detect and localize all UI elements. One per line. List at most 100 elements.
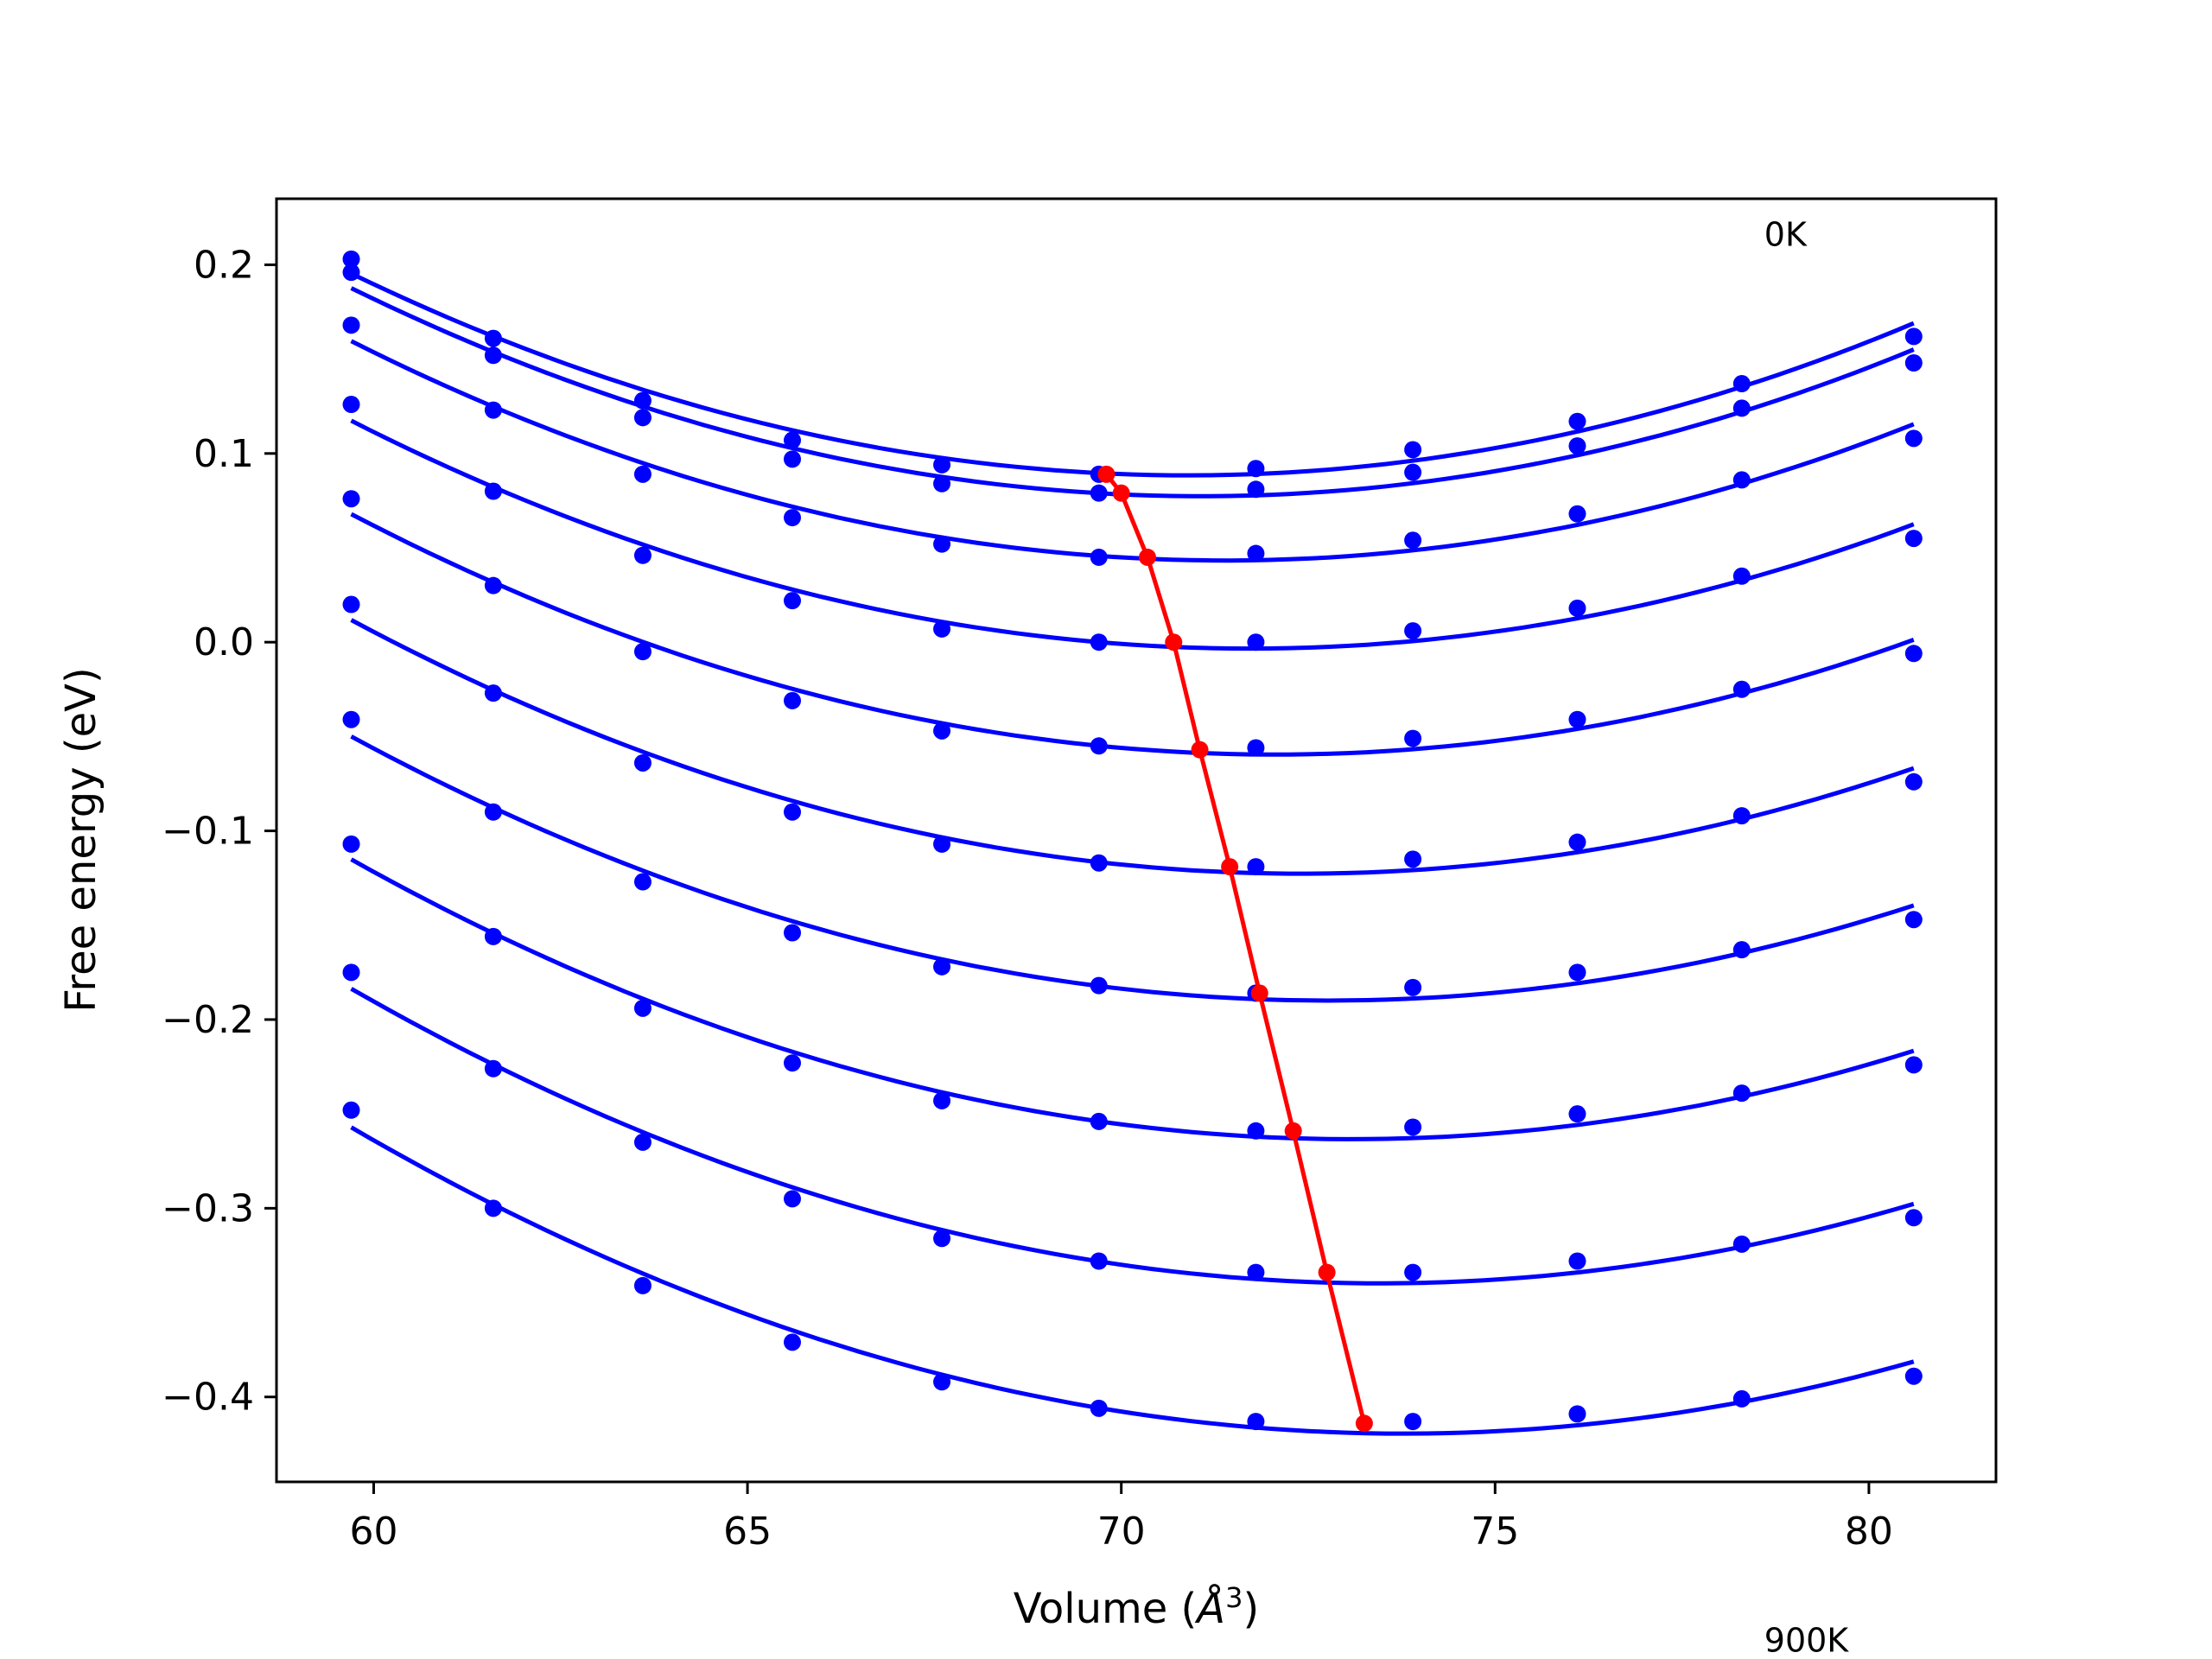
- energy-series: [342, 835, 1923, 1141]
- energy-point: [1904, 1056, 1923, 1074]
- energy-point: [1090, 484, 1108, 502]
- minimum-point: [1191, 741, 1209, 759]
- energy-point: [784, 592, 801, 610]
- energy-point: [1568, 833, 1586, 851]
- y-tick-label: −0.2: [162, 998, 254, 1042]
- minimum-point: [1355, 1414, 1373, 1433]
- energy-point: [633, 546, 652, 564]
- x-tick-label: 70: [1097, 1510, 1146, 1554]
- energy-point: [1247, 858, 1265, 876]
- energy-point: [1904, 911, 1923, 929]
- energy-point: [1090, 548, 1108, 566]
- energy-point: [1568, 963, 1586, 982]
- energy-point: [933, 721, 951, 740]
- energy-point: [633, 1276, 652, 1294]
- y-axis-ticks: 0.2 0.1 0.0 −0.1 −0.2 −0.3 −0.4: [162, 243, 276, 1420]
- energy-point: [342, 316, 360, 334]
- energy-point: [1568, 1252, 1586, 1270]
- energy-point: [633, 1133, 652, 1151]
- energy-curve-line: [350, 734, 1915, 1003]
- minimum-point: [1318, 1263, 1336, 1281]
- x-axis-ticks: 60 65 70 75 80: [349, 1482, 1893, 1554]
- minimum-point: [1284, 1122, 1302, 1140]
- energy-series: [342, 595, 1923, 876]
- temperature-annotation: 0K: [1764, 216, 1808, 254]
- energy-point: [933, 474, 951, 493]
- energy-point: [933, 835, 951, 853]
- energy-curve-line: [350, 418, 1915, 652]
- energy-point: [1404, 850, 1422, 868]
- energy-point: [1090, 737, 1108, 755]
- energy-point: [484, 576, 502, 594]
- energy-point: [633, 465, 652, 483]
- energy-point: [1090, 1112, 1108, 1130]
- energy-point: [784, 431, 801, 449]
- energy-curve-line: [350, 1125, 1915, 1436]
- minimum-point: [1112, 484, 1130, 502]
- energy-point: [784, 1190, 801, 1208]
- energy-series: [342, 396, 1923, 652]
- x-tick-label: 80: [1845, 1510, 1893, 1554]
- energy-point: [1404, 463, 1422, 481]
- energy-point: [1404, 1413, 1422, 1431]
- energy-point: [784, 803, 801, 821]
- energy-point: [633, 873, 652, 891]
- energy-point: [1568, 505, 1586, 523]
- energy-point: [1247, 739, 1265, 757]
- energy-point: [342, 490, 360, 508]
- energy-point: [784, 691, 801, 709]
- energy-point: [342, 264, 360, 282]
- energy-point: [1090, 976, 1108, 995]
- energy-series: [342, 316, 1923, 566]
- energy-point: [1247, 1263, 1265, 1281]
- energy-point: [1090, 633, 1108, 652]
- energy-point: [484, 329, 502, 347]
- energy-series: [342, 1101, 1923, 1436]
- energy-point: [484, 401, 502, 419]
- energy-point: [1732, 567, 1751, 585]
- y-tick-label: −0.3: [162, 1186, 254, 1230]
- energy-point: [1732, 1235, 1751, 1253]
- y-axis-label: Free energy (eV): [57, 667, 105, 1012]
- energy-point: [933, 1373, 951, 1391]
- energy-point: [633, 643, 652, 661]
- energy-point: [1090, 1399, 1108, 1417]
- energy-point: [342, 1101, 360, 1119]
- energy-point: [484, 803, 502, 821]
- energy-series: [342, 710, 1923, 1003]
- energy-point: [933, 957, 951, 976]
- energy-point: [933, 455, 951, 474]
- energy-point: [1732, 399, 1751, 417]
- energy-point: [1732, 680, 1751, 698]
- energy-series: [342, 264, 1923, 502]
- energy-point: [1732, 807, 1751, 825]
- energy-point: [1404, 729, 1422, 747]
- energy-curve-line: [350, 271, 1915, 478]
- energy-point: [1732, 471, 1751, 489]
- minimum-point: [1165, 633, 1183, 652]
- energy-point: [342, 835, 360, 853]
- energy-point: [1568, 437, 1586, 455]
- y-tick-label: −0.1: [162, 810, 254, 854]
- energy-point: [1732, 375, 1751, 393]
- energy-curve-line: [350, 512, 1915, 757]
- energy-point: [1904, 530, 1923, 548]
- energy-point: [1732, 1084, 1751, 1103]
- energy-curve-line: [350, 618, 1915, 876]
- energy-point: [633, 999, 652, 1017]
- energy-point: [784, 509, 801, 527]
- energy-point: [1904, 645, 1923, 663]
- y-tick-label: 0.1: [194, 432, 254, 476]
- energy-point: [1904, 429, 1923, 448]
- energy-point: [1247, 1413, 1265, 1431]
- energy-point: [1904, 327, 1923, 346]
- x-axis-label: Volume (Å3): [1014, 1581, 1259, 1633]
- energy-point: [933, 535, 951, 553]
- energy-point: [1247, 1122, 1265, 1140]
- energy-point: [1404, 622, 1422, 640]
- energy-point: [933, 1091, 951, 1109]
- energy-point: [1904, 772, 1923, 791]
- energy-point: [342, 963, 360, 982]
- energy-series: [342, 250, 1923, 483]
